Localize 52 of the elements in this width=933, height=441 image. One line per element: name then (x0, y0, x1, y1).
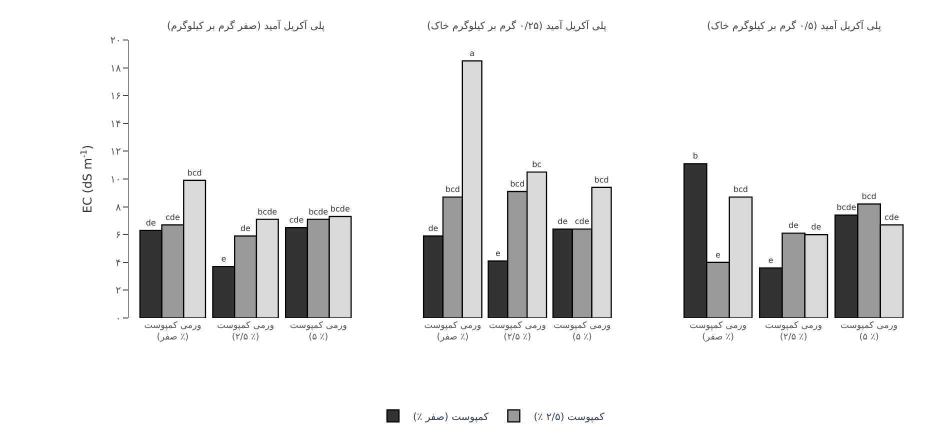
x-tick-label: ورمی کمپوست (۲/۵ ٪) (216, 321, 274, 343)
data-label: bcd (445, 185, 460, 194)
legend-label: کمپوست (صفر ٪) (413, 412, 489, 423)
data-label: e (495, 249, 500, 258)
y-tick-label: ۱۰ (110, 174, 122, 186)
data-label: cde (289, 216, 304, 225)
y-tick-label: ۲۰ (110, 36, 122, 46)
y-tick-label: ۲ (116, 286, 122, 297)
data-label: bcd (594, 175, 609, 184)
data-label: cde (574, 217, 590, 226)
data-label: cde (884, 212, 899, 222)
data-label: de (240, 224, 251, 233)
data-label: bcd (510, 180, 525, 189)
data-label: bcd (862, 192, 876, 202)
x-tick-label: ورمی کمپوست (۵ ٪) (290, 321, 347, 343)
data-label: bcd (733, 185, 748, 194)
data-label: bcde (836, 203, 856, 212)
data-label: bcd (187, 168, 202, 178)
x-tick-label: ورمی کمپوست (صفر ٪) (144, 321, 202, 343)
chart-title: پلی آکریل آمید (صفر گرم بر کیلوگرم) (167, 19, 325, 32)
y-tick-label: ۴ (116, 258, 122, 269)
x-tick-label: ورمی کمپوست (صفر ٪) (689, 321, 747, 343)
x-tick-label: ورمی کمپوست (۵ ٪) (554, 321, 611, 343)
y-tick-label: ۱۸ (110, 63, 122, 74)
y-tick-label: ۶ (116, 230, 122, 242)
data-label: de (558, 217, 568, 226)
data-label: de (146, 218, 156, 228)
data-label: de (428, 224, 438, 233)
y-tick-label: ۱۲ (110, 146, 122, 158)
data-label: bcde (330, 204, 350, 214)
x-tick-label: ورمی کمپوست (۲/۵ ٪) (764, 321, 822, 343)
y-tick-label: ۱۴ (110, 118, 122, 130)
data-label: de (811, 222, 822, 232)
data-label: bcde (258, 207, 278, 216)
x-tick-label: ورمی کمپوست (صفر ٪) (424, 321, 482, 343)
data-label: cde (165, 212, 180, 222)
data-label: a (470, 48, 475, 58)
chart-title: پلی آکریل آمید (۰/۲۵ گرم بر کیلوگرم خاک) (427, 19, 607, 32)
y-tick-label: ۸ (116, 202, 122, 214)
chart-title: پلی آکریل آمید (۰/۵ گرم بر کیلوگرم خاک) (707, 19, 882, 32)
x-tick-label: ورمی کمپوست (۲/۵ ٪) (488, 321, 546, 343)
data-label: e (716, 250, 721, 260)
x-tick-label: ورمی کمپوست (۵ ٪) (840, 321, 898, 343)
y-tick-label: ۰ (116, 314, 122, 324)
data-label: de (788, 221, 799, 230)
data-label: bcde (308, 207, 328, 216)
data-label: e (768, 256, 774, 265)
data-label: e (221, 254, 226, 264)
y-tick-label: ۱۶ (110, 91, 122, 102)
data-label: b (692, 152, 698, 161)
data-label: bc (532, 160, 542, 170)
legend-label: کمپوست (۲/۵ ٪) (534, 412, 605, 423)
